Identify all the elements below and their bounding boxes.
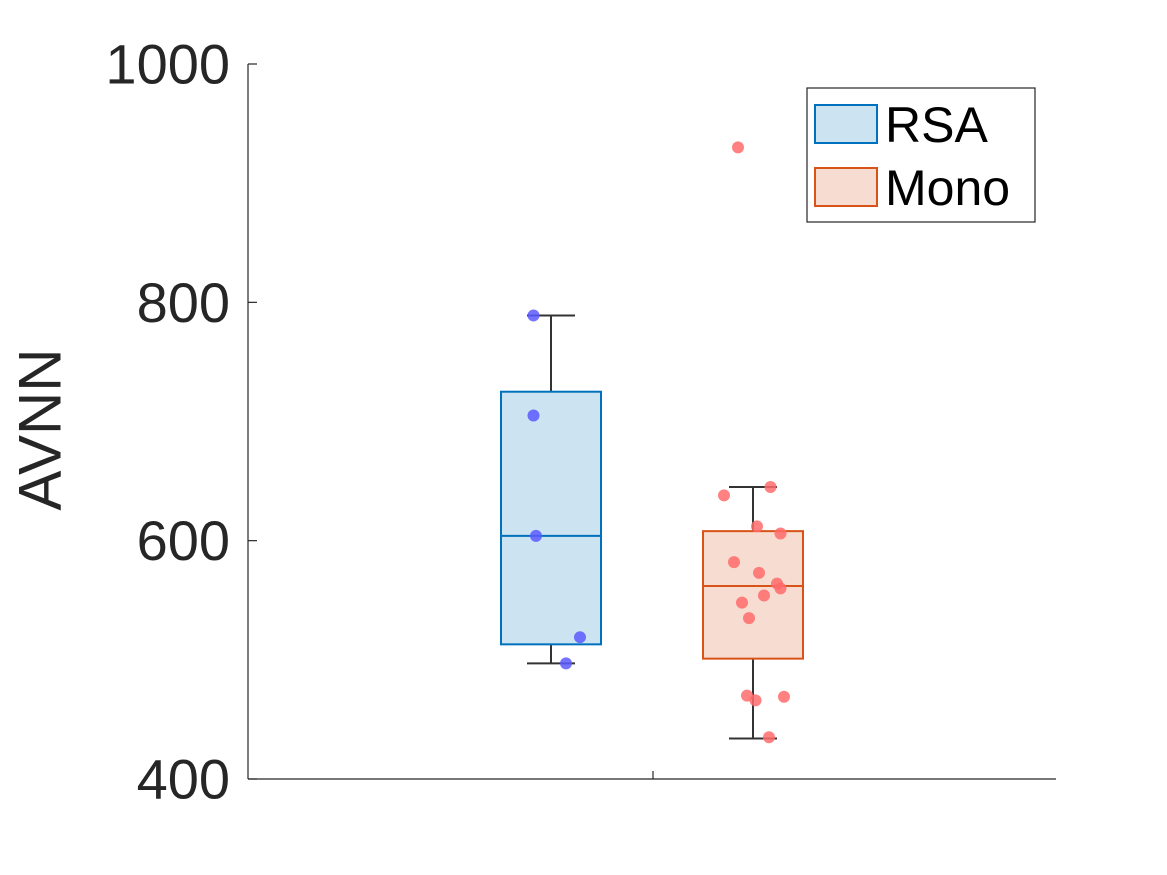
data-point-mono: [736, 596, 748, 609]
data-point-mono: [732, 141, 744, 154]
data-point-mono: [728, 556, 740, 569]
data-point-rsa: [560, 657, 572, 670]
data-point-mono: [774, 527, 787, 540]
data-point-mono: [753, 566, 765, 579]
data-points: [527, 141, 790, 744]
legend-swatch-mono: [814, 167, 878, 207]
box-rect: [500, 390, 602, 646]
axes: 400 600 800 1000: [105, 33, 1056, 811]
y-tick-label: 1000: [105, 33, 230, 96]
data-point-mono: [764, 481, 777, 494]
data-point-mono: [751, 520, 763, 533]
legend-label-mono: Mono: [885, 160, 1010, 216]
box-rsa: [500, 314, 602, 665]
legend: RSA Mono: [806, 87, 1036, 223]
box-mono: [702, 486, 804, 740]
data-point-mono: [718, 489, 730, 502]
y-tick-label: 400: [137, 748, 230, 811]
data-point-mono: [758, 589, 770, 602]
data-point-mono: [778, 690, 790, 703]
legend-label-rsa: RSA: [885, 97, 988, 153]
data-point-rsa: [530, 529, 542, 542]
data-point-mono: [774, 582, 787, 595]
data-point-rsa: [527, 309, 540, 322]
data-point-mono: [749, 694, 762, 707]
legend-swatch-rsa: [814, 104, 878, 144]
box-rect: [702, 530, 804, 660]
y-axis-label: AVNN: [7, 348, 74, 510]
y-tick-label: 600: [137, 509, 230, 572]
data-point-mono: [763, 731, 775, 744]
data-point-rsa: [527, 409, 540, 422]
data-point-rsa: [574, 631, 586, 644]
data-point-mono: [743, 612, 755, 625]
y-tick-label: 800: [137, 271, 230, 334]
